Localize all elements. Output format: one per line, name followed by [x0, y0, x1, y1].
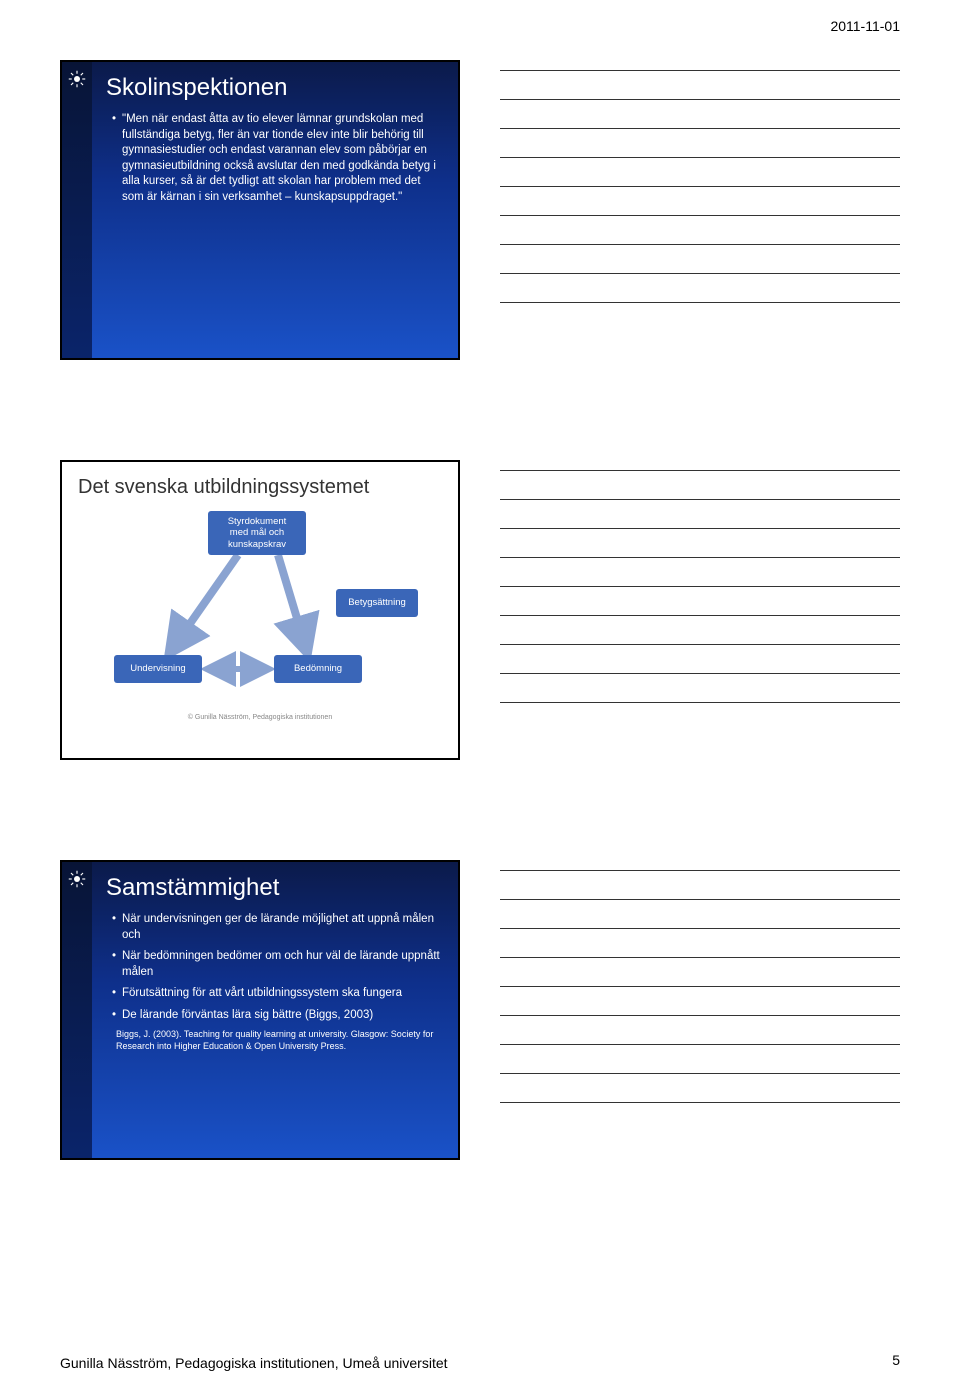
slide-title: Det svenska utbildningssystemet	[78, 476, 442, 499]
node-bedomning: Bedömning	[274, 655, 362, 683]
diagram-area: Styrdokumentmed mål ochkunskapskrav Bety…	[78, 507, 442, 727]
node-betygsattning: Betygsättning	[336, 589, 418, 617]
note-line	[500, 586, 900, 587]
note-line	[500, 557, 900, 558]
note-line	[500, 273, 900, 274]
sun-logo-icon	[68, 870, 86, 888]
note-line	[500, 986, 900, 987]
note-line	[500, 615, 900, 616]
note-line	[500, 870, 900, 871]
note-line	[500, 702, 900, 703]
slide-bullets: När undervisningen ger de lärande möjlig…	[106, 912, 444, 1023]
bullet-item: När undervisningen ger de lärande möjlig…	[112, 912, 444, 943]
page-number: 5	[892, 1352, 900, 1368]
note-line	[500, 957, 900, 958]
notes-block-2	[500, 460, 900, 830]
slide-title: Skolinspektionen	[106, 74, 444, 102]
note-line	[500, 644, 900, 645]
note-line	[500, 302, 900, 303]
slide-sidebar	[62, 862, 92, 1158]
slide-title: Samstämmighet	[106, 874, 444, 902]
slide-sidebar	[62, 62, 92, 358]
sun-logo-icon	[68, 70, 86, 88]
note-line	[500, 99, 900, 100]
content-area: Skolinspektionen "Men när endast åtta av…	[60, 60, 900, 1316]
slide-samstammighet: Samstämmighet När undervisningen ger de …	[60, 860, 460, 1160]
diagram-copyright: © Gunilla Näsström, Pedagogiska institut…	[78, 714, 442, 721]
note-line	[500, 499, 900, 500]
slide-utbildningssystemet: Det svenska utbildningssystemet Styrdoku…	[60, 460, 460, 760]
note-line	[500, 673, 900, 674]
row-3: Samstämmighet När undervisningen ger de …	[60, 860, 900, 1230]
note-line	[500, 470, 900, 471]
note-line	[500, 244, 900, 245]
note-line	[500, 128, 900, 129]
note-line	[500, 157, 900, 158]
bullet-item: När bedömningen bedömer om och hur väl d…	[112, 949, 444, 980]
note-line	[500, 1073, 900, 1074]
note-line	[500, 186, 900, 187]
bullet-item: Förutsättning för att vårt utbildningssy…	[112, 986, 444, 1002]
reference-text: Biggs, J. (2003). Teaching for quality l…	[106, 1029, 444, 1052]
row-1: Skolinspektionen "Men när endast åtta av…	[60, 60, 900, 430]
bullet-item: De lärande förväntas lära sig bättre (Bi…	[112, 1008, 444, 1024]
node-undervisning: Undervisning	[114, 655, 202, 683]
footer-text: Gunilla Näsström, Pedagogiska institutio…	[60, 1354, 448, 1372]
note-line	[500, 70, 900, 71]
notes-block-3	[500, 860, 900, 1230]
note-line	[500, 928, 900, 929]
notes-block-1	[500, 60, 900, 430]
note-line	[500, 899, 900, 900]
note-line	[500, 528, 900, 529]
slide-skolinspektionen: Skolinspektionen "Men när endast åtta av…	[60, 60, 460, 360]
row-2: Det svenska utbildningssystemet Styrdoku…	[60, 460, 900, 830]
note-line	[500, 1044, 900, 1045]
bullet-item: "Men när endast åtta av tio elever lämna…	[112, 112, 444, 205]
slide-bullets: "Men när endast åtta av tio elever lämna…	[106, 112, 444, 205]
note-line	[500, 215, 900, 216]
node-styrdokument: Styrdokumentmed mål ochkunskapskrav	[208, 511, 306, 555]
note-line	[500, 1102, 900, 1103]
note-line	[500, 1015, 900, 1016]
header-date: 2011-11-01	[830, 18, 900, 34]
